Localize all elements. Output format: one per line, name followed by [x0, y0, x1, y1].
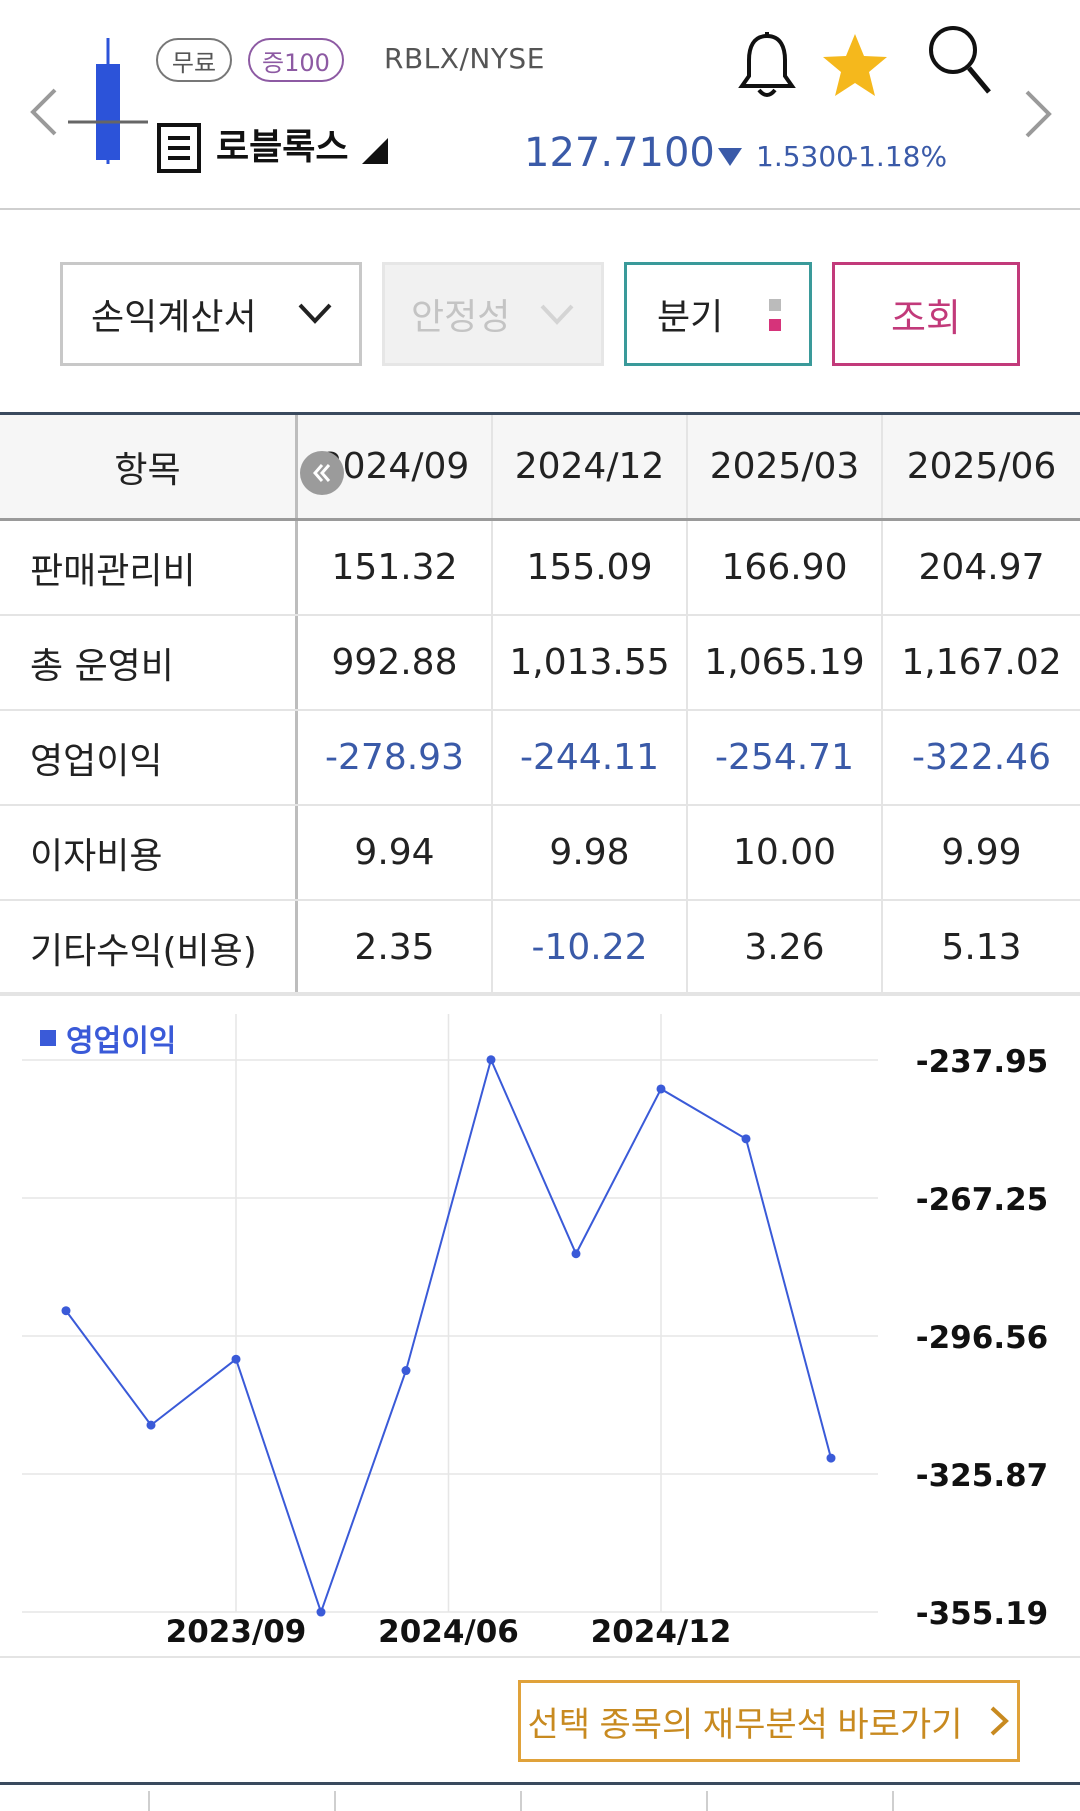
y-tick-label: -325.87 — [916, 1458, 1049, 1494]
y-tick-label: -237.95 — [916, 1044, 1049, 1080]
financial-analysis-shortcut-button[interactable]: 선택 종목의 재무분석 바로가기 — [518, 1680, 1020, 1762]
legend-label: 영업이익 — [66, 1024, 177, 1059]
table-row: 영업이익 -278.93 -244.11 -254.71 -322.46 — [0, 711, 1080, 806]
table-cell: 9.99 — [941, 832, 1022, 873]
table-cell: 1,167.02 — [901, 642, 1062, 683]
table-row: 이자비용 9.94 9.98 10.00 9.99 — [0, 806, 1080, 901]
chevron-down-icon — [298, 303, 332, 324]
table-header-row: 항목 2024/09 2024/12 2025/03 2025/06 — [0, 415, 1080, 521]
column-header: 2025/06 — [906, 446, 1057, 487]
x-tick-label: 2024/06 — [378, 1614, 519, 1650]
table-row: 기타수익(비용) 2.35 -10.22 3.26 5.13 — [0, 901, 1080, 996]
star-icon[interactable] — [820, 26, 890, 106]
data-point — [656, 1084, 666, 1094]
row-label: 총 운영비 — [0, 616, 298, 709]
y-tick-label: -355.19 — [916, 1596, 1049, 1632]
chart-legend: 영업이익 — [40, 1016, 176, 1060]
y-tick-label: -267.25 — [916, 1182, 1049, 1218]
period-toggle-icon — [769, 299, 781, 333]
operating-income-chart: -237.95 -267.25 -296.56 -325.87 -355.19 2023/… — [0, 992, 1080, 1658]
legend-swatch — [40, 1030, 56, 1046]
ticker-symbol: RBLX/NYSE — [384, 42, 545, 75]
series-line — [65, 1056, 832, 1616]
table-cell: -244.11 — [493, 711, 688, 804]
table-cell: 166.90 — [688, 521, 883, 614]
search-icon[interactable] — [924, 20, 994, 100]
financial-table: 항목 2024/09 2024/12 2025/03 2025/06 판매관리비… — [0, 412, 1080, 996]
table-cell: 9.98 — [493, 806, 688, 899]
table-cell: 1,065.19 — [688, 616, 883, 709]
tab-separator — [706, 1791, 708, 1811]
table-cell: -10.22 — [493, 901, 688, 994]
table-cell: 5.13 — [941, 927, 1022, 968]
table-cell: 2.35 — [298, 901, 493, 994]
chart-canvas: -237.95 -267.25 -296.56 -325.87 -355.19 2023/… — [22, 1014, 1049, 1650]
data-point — [826, 1453, 836, 1463]
table-cell: 10.00 — [688, 806, 883, 899]
data-point — [571, 1249, 581, 1259]
table-cell: 3.26 — [688, 901, 883, 994]
shortcut-label: 선택 종목의 재무분석 바로가기 — [527, 1705, 963, 1744]
data-point — [401, 1366, 411, 1376]
period-value: 분기 — [657, 297, 724, 338]
data-point — [231, 1354, 241, 1364]
table-cell: -278.93 — [298, 711, 493, 804]
stability-value: 안정성 — [411, 297, 511, 338]
row-label: 판매관리비 — [0, 521, 298, 614]
table-cell: 151.32 — [298, 521, 493, 614]
current-price: 127.7100 — [524, 130, 715, 176]
table-cell: -322.46 — [912, 737, 1051, 778]
statement-type-select[interactable]: 손익계산서 — [60, 262, 362, 366]
row-label: 이자비용 — [0, 806, 298, 899]
tab-separator — [892, 1791, 894, 1811]
period-select[interactable]: 분기 — [624, 262, 812, 366]
column-header-item: 항목 — [0, 415, 298, 518]
column-header: 2024/09 — [298, 415, 493, 518]
document-menu-icon[interactable] — [156, 122, 202, 174]
table-row: 판매관리비 151.32 155.09 166.90 204.97 — [0, 521, 1080, 616]
price-change: 1.5300 — [756, 140, 854, 173]
scroll-left-icon[interactable] — [300, 451, 344, 495]
bottom-tab-strip — [0, 1782, 1080, 1811]
stability-select: 안정성 — [382, 262, 604, 366]
stock-dropdown-icon[interactable] — [360, 136, 390, 166]
y-tick-label: -296.56 — [916, 1320, 1049, 1356]
chevron-down-icon — [540, 304, 574, 325]
price-down-triangle-icon — [716, 146, 744, 168]
chevron-right-icon — [991, 1706, 1010, 1736]
stock-header: 무료 증100 RBLX/NYSE 로블록스 127.7100 — [0, 0, 1080, 210]
tab-separator — [334, 1791, 336, 1811]
tab-separator — [520, 1791, 522, 1811]
table-cell: 155.09 — [493, 521, 688, 614]
table-row: 총 운영비 992.88 1,013.55 1,065.19 1,167.02 — [0, 616, 1080, 711]
data-point — [146, 1420, 156, 1430]
column-header: 2025/03 — [688, 415, 883, 518]
data-point — [486, 1055, 496, 1065]
row-label: 기타수익(비용) — [0, 901, 298, 994]
table-cell: 204.97 — [918, 547, 1045, 588]
prev-stock-arrow-icon[interactable] — [24, 82, 64, 142]
column-header: 2024/12 — [493, 415, 688, 518]
table-cell: 1,013.55 — [493, 616, 688, 709]
data-point — [61, 1306, 71, 1316]
statement-type-value: 손익계산서 — [91, 297, 257, 338]
table-cell: -254.71 — [688, 711, 883, 804]
row-label: 영업이익 — [0, 711, 298, 804]
data-point — [316, 1607, 326, 1617]
tab-separator — [148, 1791, 150, 1811]
query-button[interactable]: 조회 — [832, 262, 1020, 366]
data-point — [741, 1134, 751, 1144]
x-tick-label: 2024/12 — [591, 1614, 732, 1650]
next-stock-arrow-icon[interactable] — [1018, 84, 1058, 144]
margin-tag: 증100 — [248, 38, 344, 82]
x-tick-label: 2023/09 — [166, 1614, 307, 1650]
table-cell: 992.88 — [298, 616, 493, 709]
stock-name[interactable]: 로블록스 — [216, 127, 349, 168]
free-tag: 무료 — [156, 38, 232, 82]
table-cell: 9.94 — [298, 806, 493, 899]
candlestick-icon — [66, 36, 150, 166]
price-change-percent: -1.18% — [848, 140, 948, 173]
bell-icon[interactable] — [732, 26, 802, 106]
